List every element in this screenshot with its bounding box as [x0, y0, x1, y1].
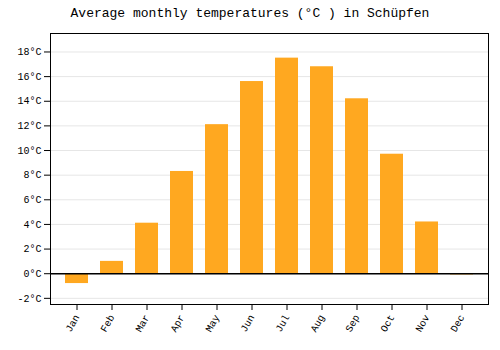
- svg-text:14°C: 14°C: [17, 96, 41, 107]
- svg-text:Mar: Mar: [134, 313, 153, 334]
- svg-text:Dec: Dec: [449, 313, 468, 334]
- html-text:Average monthly temperatures (: Average monthly temperatures (°C ) in Sc…: [70, 6, 430, 21]
- svg-text:4°C: 4°C: [23, 220, 41, 231]
- svg-text:2°C: 2°C: [23, 244, 41, 255]
- svg-text:16°C: 16°C: [17, 72, 41, 83]
- svg-text:Aug: Aug: [309, 313, 328, 334]
- svg-text:May: May: [204, 313, 223, 334]
- svg-text:0°C: 0°C: [23, 269, 41, 280]
- svg-text:Jan: Jan: [64, 313, 83, 334]
- svg-text:10°C: 10°C: [17, 146, 41, 157]
- svg-text:-2°C: -2°C: [17, 294, 41, 305]
- svg-text:Nov: Nov: [414, 313, 433, 334]
- svg-text:18°C: 18°C: [17, 47, 41, 58]
- svg-text:6°C: 6°C: [23, 195, 41, 206]
- svg-text:Apr: Apr: [169, 313, 188, 334]
- svg-text:Feb: Feb: [99, 313, 118, 334]
- svg-text:Jun: Jun: [239, 313, 258, 334]
- svg-text:Sep: Sep: [344, 313, 363, 334]
- svg-text:12°C: 12°C: [17, 121, 41, 132]
- svg-text:Oct: Oct: [379, 313, 398, 334]
- svg-text:8°C: 8°C: [23, 170, 41, 181]
- svg-text:Jul: Jul: [274, 313, 293, 334]
